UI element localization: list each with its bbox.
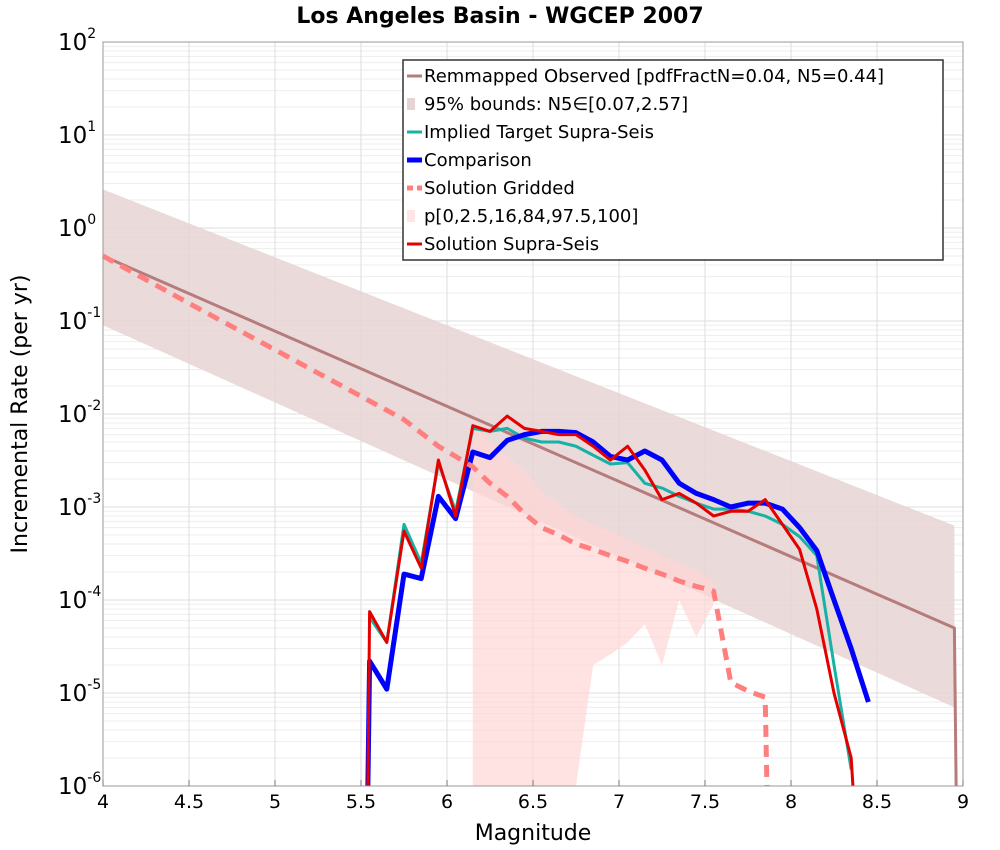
series xyxy=(101,253,958,787)
y-tick-label: 100 xyxy=(58,212,96,242)
legend-box xyxy=(402,59,944,261)
y-tick-label: 101 xyxy=(58,119,96,149)
y-tick-label: 10-5 xyxy=(58,677,101,707)
chart-title: Los Angeles Basin - WGCEP 2007 xyxy=(296,4,703,29)
bands xyxy=(103,189,955,786)
x-axis-ticks: 4 4.5 5 5.5 6 6.5 7 7.5 8 8.5 9 xyxy=(97,780,969,813)
x-tick-label: 7 xyxy=(613,791,625,813)
x-tick-label: 5.5 xyxy=(346,791,376,813)
legend-label: Implied Target Supra-Seis xyxy=(424,122,654,143)
legend-label: Comparison xyxy=(424,150,532,171)
y-tick-label: 10-4 xyxy=(58,584,101,614)
series-line-4 xyxy=(366,414,855,787)
x-tick-label: 5 xyxy=(269,791,281,813)
y-tick-label: 10-3 xyxy=(58,491,101,521)
x-tick-label: 9 xyxy=(957,791,969,813)
x-tick-label: 8 xyxy=(785,791,797,813)
x-tick-label: 6.5 xyxy=(518,791,548,813)
band-0 xyxy=(103,189,955,708)
y-axis-ticks: 10-6 10-5 10-4 10-3 10-2 10-1 100 101 102 xyxy=(58,26,101,800)
legend-label: Solution Supra-Seis xyxy=(424,234,599,255)
y-tick-label: 10-2 xyxy=(58,398,101,428)
x-tick-label: 4 xyxy=(97,791,109,813)
legend: Remmapped Observed [pdfFractN=0.04, N5=0… xyxy=(402,59,944,261)
x-tick-label: 4.5 xyxy=(174,791,204,813)
legend-label: p[0,2.5,16,84,97.5,100] xyxy=(424,206,638,227)
x-tick-label: 6 xyxy=(441,791,453,813)
y-tick-label: 10-1 xyxy=(58,305,101,335)
series-line-2 xyxy=(365,428,871,787)
y-axis-label: Incremental Rate (per yr) xyxy=(8,275,33,554)
legend-swatch xyxy=(407,210,415,222)
legend-swatch xyxy=(407,98,415,110)
y-tick-label: 102 xyxy=(58,26,96,56)
legend-label: Solution Gridded xyxy=(424,178,575,199)
x-tick-label: 7.5 xyxy=(690,791,720,813)
series-line-3 xyxy=(101,253,770,787)
series-line-0 xyxy=(102,254,958,787)
y-tick-label: 10-6 xyxy=(58,770,101,800)
legend-label: 95% bounds: N5∈[0.07,2.57] xyxy=(424,94,688,115)
band-1 xyxy=(472,414,714,786)
x-tick-label: 8.5 xyxy=(862,791,892,813)
legend-label: Remmapped Observed [pdfFractN=0.04, N5=0… xyxy=(424,66,884,87)
x-axis-label: Magnitude xyxy=(475,821,592,846)
